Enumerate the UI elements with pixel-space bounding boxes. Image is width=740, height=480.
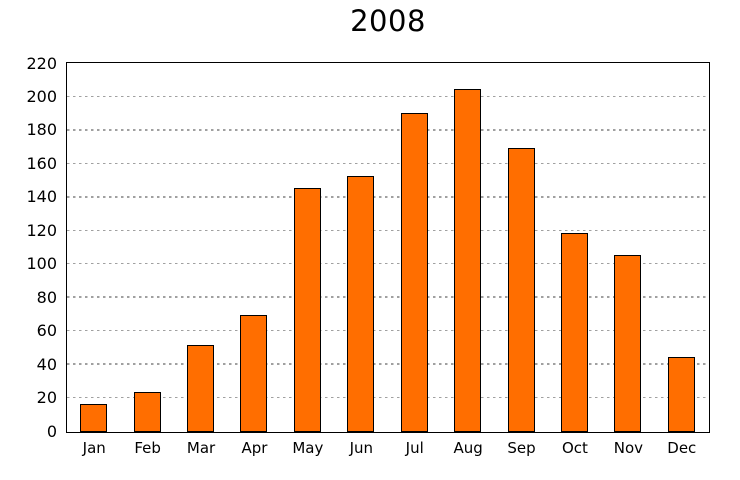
- y-axis-tick-label: 180: [26, 120, 57, 140]
- y-axis-tick-label: 120: [26, 220, 57, 240]
- bar-sep: [507, 147, 535, 432]
- y-axis-tick-label: 100: [26, 254, 57, 274]
- bar-jan: [80, 403, 108, 432]
- x-axis-tick-label: Dec: [667, 439, 697, 457]
- y-axis-tick-label: 40: [36, 354, 57, 374]
- bar-may: [293, 187, 321, 432]
- y-axis-tick-label: 220: [26, 53, 57, 73]
- gridline: [67, 329, 709, 332]
- bar-jul: [400, 112, 428, 432]
- y-axis-tick-label: 160: [26, 153, 57, 173]
- chart-title: 2008: [350, 4, 426, 38]
- bar-apr: [240, 314, 268, 432]
- gridline: [67, 296, 709, 298]
- plot-area: [66, 62, 710, 433]
- gridline: [67, 196, 709, 198]
- x-axis-tick-label: Mar: [186, 439, 216, 457]
- x-axis-tick-label: Aug: [453, 439, 483, 457]
- y-axis-tick-label: 20: [36, 388, 57, 408]
- bar-mar: [187, 345, 215, 432]
- x-axis-tick-label: Jan: [82, 439, 106, 457]
- bar-oct: [560, 232, 588, 432]
- x-axis-tick-label: Jul: [405, 439, 424, 457]
- y-axis-tick-label: 200: [26, 86, 57, 106]
- x-axis-tick-label: Jun: [349, 439, 373, 457]
- gridline: [67, 229, 709, 232]
- x-axis-tick-label: Oct: [561, 439, 588, 457]
- x-axis-tick-label: Apr: [241, 439, 268, 457]
- bar-dec: [667, 356, 695, 432]
- y-axis-tick-label: 60: [36, 321, 57, 341]
- gridline: [67, 129, 709, 131]
- bar-jun: [347, 176, 375, 432]
- gridline: [67, 262, 709, 265]
- gridline: [67, 363, 709, 365]
- gridline: [67, 95, 709, 98]
- x-axis-tick-label: Feb: [134, 439, 161, 457]
- x-axis-tick-label: Sep: [507, 439, 536, 457]
- y-axis-tick-label: 0: [46, 421, 57, 441]
- x-axis-tick-label: Nov: [613, 439, 644, 457]
- y-axis-tick-label: 140: [26, 187, 57, 207]
- bar-aug: [454, 89, 482, 432]
- bar-nov: [614, 254, 642, 432]
- x-axis-tick-label: May: [292, 439, 324, 457]
- gridline: [67, 162, 709, 165]
- gridline: [67, 396, 709, 399]
- bar-feb: [133, 391, 161, 432]
- y-axis-tick-label: 80: [36, 287, 57, 307]
